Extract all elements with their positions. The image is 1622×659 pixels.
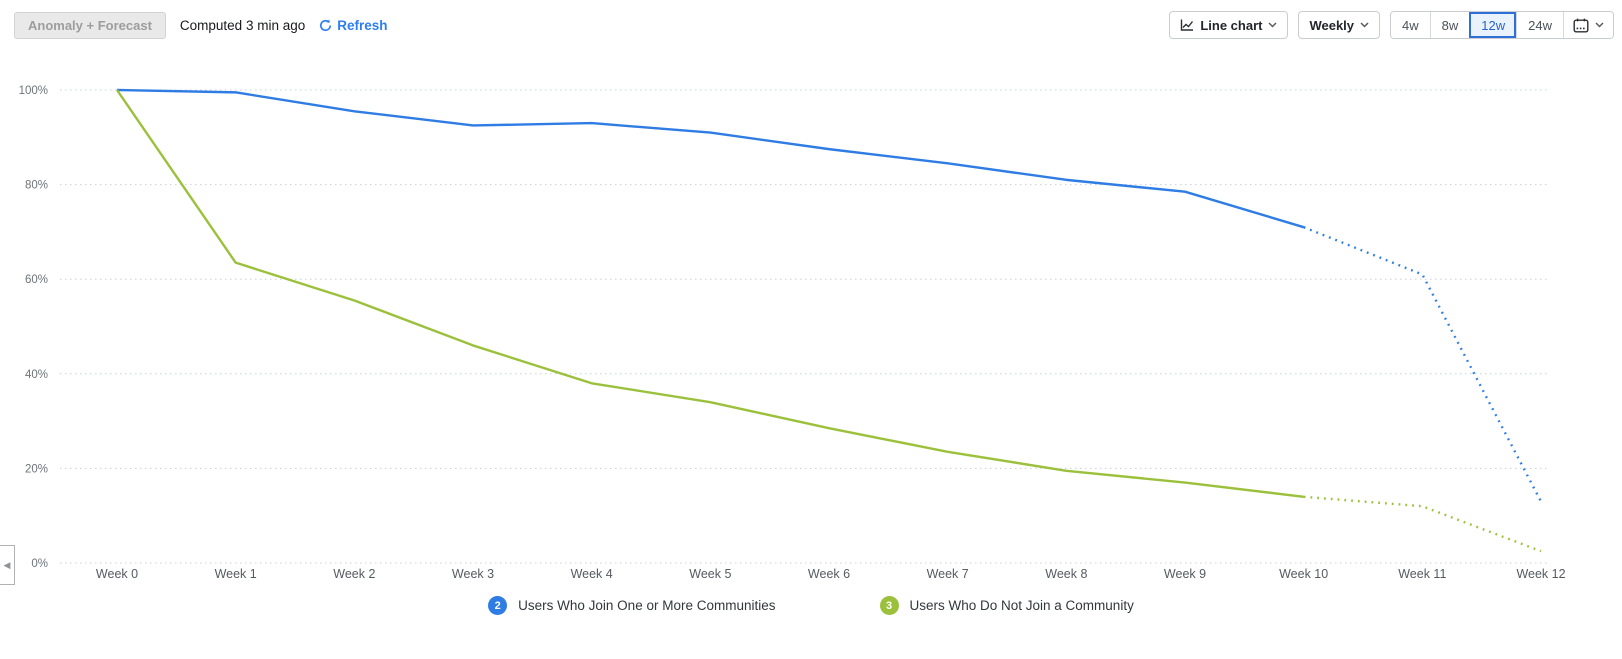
svg-text:100%: 100%	[19, 85, 48, 97]
chevron-down-icon	[1268, 22, 1277, 28]
svg-text:80%: 80%	[25, 180, 48, 192]
svg-text:Week 1: Week 1	[215, 567, 257, 581]
svg-text:Week 7: Week 7	[927, 567, 969, 581]
svg-text:Week 6: Week 6	[808, 567, 850, 581]
left-chevron-icon: ◀	[3, 559, 11, 570]
toolbar: Anomaly + Forecast Computed 3 min ago Re…	[14, 11, 1614, 39]
svg-text:Week 9: Week 9	[1164, 567, 1206, 581]
svg-text:Week 10: Week 10	[1279, 567, 1328, 581]
svg-text:20%: 20%	[25, 463, 48, 475]
refresh-label: Refresh	[337, 17, 388, 33]
interval-dropdown[interactable]: Weekly	[1298, 11, 1381, 39]
svg-text:60%: 60%	[25, 274, 48, 286]
anomaly-forecast-button[interactable]: Anomaly + Forecast	[14, 11, 166, 39]
panel-expand-button[interactable]: ◀	[0, 545, 15, 585]
svg-text:Week 0: Week 0	[96, 567, 138, 581]
range-button-24w[interactable]: 24w	[1516, 12, 1563, 38]
svg-text:Week 11: Week 11	[1398, 567, 1446, 581]
chevron-down-icon	[1595, 22, 1604, 28]
legend-item[interactable]: 3 Users Who Do Not Join a Community	[879, 596, 1134, 615]
computed-timestamp: Computed 3 min ago	[179, 17, 306, 33]
interval-label: Weekly	[1309, 17, 1355, 33]
toolbar-right: Line chart Weekly 4w 8w 12w 24w	[1169, 11, 1614, 39]
legend: 2 Users Who Join One or More Communities…	[0, 596, 1622, 615]
custom-date-range-button[interactable]	[1563, 12, 1613, 38]
svg-text:Week 8: Week 8	[1045, 567, 1087, 581]
toolbar-left: Anomaly + Forecast Computed 3 min ago Re…	[14, 11, 388, 39]
legend-swatch-blue: 2	[488, 596, 508, 615]
refresh-button[interactable]: Refresh	[319, 17, 388, 33]
retention-chart-svg: 0% 20% 40% 60% 80% 100% Week 0 Week 1 Week 2 Week…	[19, 85, 1566, 581]
legend-swatch-green: 3	[879, 596, 899, 615]
line-chart-icon	[1180, 19, 1194, 32]
calendar-icon	[1573, 18, 1589, 33]
legend-item[interactable]: 2 Users Who Join One or More Communities	[488, 596, 776, 615]
chevron-down-icon	[1360, 22, 1369, 28]
svg-text:Week 3: Week 3	[452, 567, 494, 581]
svg-text:0%: 0%	[31, 558, 48, 570]
chart-type-label: Line chart	[1200, 17, 1263, 33]
svg-text:40%: 40%	[25, 369, 48, 381]
legend-label: Users Who Join One or More Communities	[518, 598, 776, 613]
range-button-4w[interactable]: 4w	[1391, 12, 1430, 38]
svg-text:Week 12: Week 12	[1516, 567, 1565, 581]
range-button-8w[interactable]: 8w	[1429, 12, 1470, 38]
svg-text:Week 2: Week 2	[333, 567, 375, 581]
range-button-12w[interactable]: 12w	[1469, 12, 1517, 38]
date-range-group: 4w 8w 12w 24w	[1390, 11, 1614, 39]
refresh-icon	[319, 19, 332, 32]
svg-text:Week 4: Week 4	[571, 567, 613, 581]
legend-label: Users Who Do Not Join a Community	[909, 598, 1134, 613]
chart-type-dropdown[interactable]: Line chart	[1169, 11, 1289, 39]
retention-chart: 0% 20% 40% 60% 80% 100% Week 0 Week 1 Week 2 Week…	[0, 55, 1622, 600]
svg-text:Week 5: Week 5	[689, 567, 731, 581]
